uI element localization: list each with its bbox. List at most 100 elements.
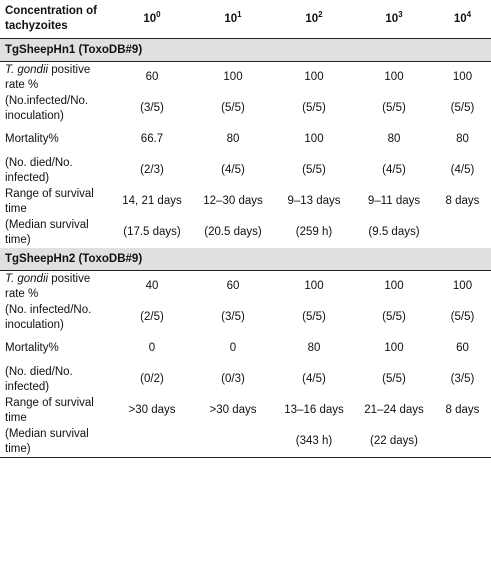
table-row: Mortality% 0 0 80 100 60 <box>0 333 491 364</box>
cell-value: 100 <box>384 280 404 292</box>
row-label: T. gondii positive rate % <box>0 62 112 94</box>
row-label-text: Range of survival time <box>5 396 94 424</box>
cell-value: 60 <box>226 280 240 292</box>
header-conc-3: 103 <box>354 0 434 39</box>
cell-value: >30 days <box>128 404 176 416</box>
row-label-text: (Median survival time) <box>5 427 89 455</box>
header-conc-4: 104 <box>434 0 491 39</box>
cell-value: 80 <box>456 133 469 145</box>
cell-value <box>192 426 274 458</box>
row-label: Mortality% <box>0 124 112 155</box>
row-label: (No.infected/No. inoculation) <box>0 93 112 124</box>
table-row: (No. died/No. infected) (0/2) (0/3) (4/5) (5… <box>0 364 491 395</box>
cell-value: 100 <box>304 280 324 292</box>
cell-value: 8 days <box>445 404 480 416</box>
header-conc-2: 102 <box>274 0 354 39</box>
row-label: Range of survival time <box>0 395 112 426</box>
row-label: T. gondii positive rate % <box>0 271 112 303</box>
row-label-text: (No. died/No. infected) <box>5 365 73 393</box>
cell-value: 66.7 <box>140 133 164 145</box>
row-label: (No. died/No. infected) <box>0 364 112 395</box>
cell-value: 60 <box>456 342 469 354</box>
cell-value: (5/5) <box>382 373 406 385</box>
cell-value: 80 <box>387 133 401 145</box>
row-label-text: (Median survival time) <box>5 218 89 246</box>
header-conc-1: 101 <box>192 0 274 39</box>
table-row: (No. died/No. infected) (2/3) (4/5) (5/5) (4… <box>0 155 491 186</box>
cell-value: (0/2) <box>140 373 164 385</box>
section-title: TgSheepHn1 (ToxoDB#9) <box>0 38 491 62</box>
cell-value: (20.5 days) <box>204 226 262 238</box>
row-label-text: Mortality% <box>5 133 59 145</box>
cell-value: 100 <box>452 280 473 292</box>
cell-value: (2/5) <box>140 311 164 323</box>
cell-value <box>434 426 491 458</box>
row-label-text: Mortality% <box>5 342 59 354</box>
row-label-italic: T. gondii <box>5 272 49 285</box>
table-row: T. gondii positive rate % 40 60 100 100 100 <box>0 271 491 303</box>
cell-value: (0/3) <box>221 373 245 385</box>
table-row: Range of survival time >30 days >30 days 13… <box>0 395 491 426</box>
row-label-text: positive rate % <box>5 63 91 91</box>
cell-value: 9–11 days <box>367 195 421 207</box>
cell-value: 0 <box>148 342 156 354</box>
header-row: Concentration of tachyzoites 100 101 102… <box>0 0 491 39</box>
cell-value: 100 <box>223 71 243 83</box>
table-row: (No. infected/No. inoculation) (2/5) (3/5)… <box>0 302 491 333</box>
row-label: (No. died/No. infected) <box>0 155 112 186</box>
cell-value: (3/5) <box>450 373 475 385</box>
table-row: (Median survival time) (17.5 days) (20.5 d… <box>0 217 491 248</box>
cell-value: 80 <box>226 133 240 145</box>
cell-value: (5/5) <box>382 102 406 114</box>
table-row: Mortality% 66.7 80 100 80 80 <box>0 124 491 155</box>
cell-value: 100 <box>384 71 404 83</box>
header-conc-0: 100 <box>112 0 192 39</box>
cell-value: 60 <box>145 71 159 83</box>
cell-value: (5/5) <box>302 164 326 176</box>
cell-value: (5/5) <box>302 102 326 114</box>
cell-value: (3/5) <box>140 102 164 114</box>
row-label: Range of survival time <box>0 186 112 217</box>
section-title: TgSheepHn2 (ToxoDB#9) <box>0 248 491 271</box>
table-row: (Median survival time) (343 h) (22 days) <box>0 426 491 458</box>
row-label-text: (No.infected/No. inoculation) <box>5 94 89 122</box>
row-label: Mortality% <box>0 333 112 364</box>
cell-value: (2/3) <box>140 164 164 176</box>
row-label-text: (No. died/No. infected) <box>5 156 73 184</box>
cell-value: (17.5 days) <box>123 226 181 238</box>
cell-value: 40 <box>145 280 159 292</box>
row-label: (No. infected/No. inoculation) <box>0 302 112 333</box>
cell-value: 100 <box>304 71 324 83</box>
cell-value <box>112 426 192 458</box>
row-label: (Median survival time) <box>0 217 112 248</box>
cell-value: (5/5) <box>302 311 326 323</box>
cell-value: (9.5 days) <box>368 226 420 238</box>
cell-value: (343 h) <box>274 426 354 458</box>
cell-value: (4/5) <box>382 164 406 176</box>
table-row: T. gondii positive rate % 60 100 100 100 100 <box>0 62 491 94</box>
row-label-text: (No. infected/No. inoculation) <box>5 303 92 331</box>
cell-value: 14, 21 days <box>122 195 182 207</box>
cell-value: 100 <box>304 133 324 145</box>
row-label-italic: T. gondii <box>5 63 49 76</box>
cell-value: (4/5) <box>450 164 475 176</box>
survival-table: Concentration of tachyzoites 100 101 102… <box>0 0 491 458</box>
table-row: (No.infected/No. inoculation) (3/5) (5/5) (… <box>0 93 491 124</box>
cell-value: 9–13 days <box>287 195 341 207</box>
section-header: TgSheepHn2 (ToxoDB#9) <box>0 248 491 271</box>
cell-value: (22 days) <box>354 426 434 458</box>
row-label-text: positive rate % <box>5 272 91 300</box>
cell-value: (259 h) <box>295 226 333 238</box>
cell-value: (5/5) <box>450 311 475 323</box>
cell-value: 100 <box>384 342 404 354</box>
cell-value: 8 days <box>445 195 480 207</box>
header-concentration: Concentration of tachyzoites <box>0 0 112 39</box>
cell-value: 21–24 days <box>364 404 424 416</box>
cell-value: (4/5) <box>221 164 245 176</box>
cell-value: >30 days <box>209 404 257 416</box>
cell-value: 12–30 days <box>203 195 263 207</box>
table-row: Range of survival time 14, 21 days 12–30 d… <box>0 186 491 217</box>
cell-value: 13–16 days <box>284 404 344 416</box>
cell-value: (5/5) <box>450 102 475 114</box>
row-label-text: Range of survival time <box>5 187 94 215</box>
